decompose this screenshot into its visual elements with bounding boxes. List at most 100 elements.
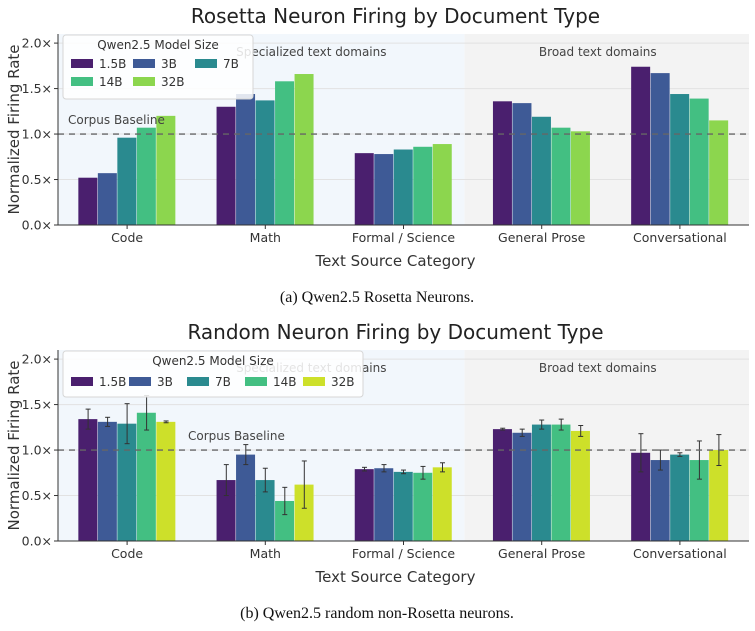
legend-box xyxy=(62,34,254,100)
legend-label-1.5B: 1.5B xyxy=(99,57,126,71)
y-tick-label: 1.0× xyxy=(22,443,52,458)
y-tick-label: 1.5× xyxy=(22,81,52,96)
legend-swatch-7B xyxy=(195,59,217,68)
bar-32B-2 xyxy=(432,144,452,225)
panel-caption: (b) Qwen2.5 random non-Rosetta neurons. xyxy=(240,605,514,622)
bar-7B-3 xyxy=(531,116,551,225)
legend-label-7B: 7B xyxy=(223,57,239,71)
bar-32B-0 xyxy=(156,115,176,225)
bar-1.5B-4 xyxy=(631,452,651,541)
x-tick-label: Conversational xyxy=(633,546,727,561)
bar-7B-4 xyxy=(670,94,690,226)
bar-32B-1 xyxy=(294,74,314,226)
bar-3B-1 xyxy=(236,94,256,226)
bar-3B-0 xyxy=(97,173,117,225)
bar-32B-3 xyxy=(570,131,590,225)
chart-a-rosetta: Specialized text domains Broad text domai… xyxy=(5,4,749,306)
legend-label-32B: 32B xyxy=(161,75,185,89)
legend-label-7B: 7B xyxy=(215,375,231,389)
bar-3B-4 xyxy=(650,73,670,225)
bar-7B-1 xyxy=(255,480,275,541)
bar-1.5B-1 xyxy=(216,106,236,225)
y-tick-label: 0.5× xyxy=(22,172,52,187)
region-label-broad: Broad text domains xyxy=(539,45,657,59)
legend-swatch-14B xyxy=(245,377,267,386)
legend-swatch-32B xyxy=(303,377,325,386)
legend-label-1.5B: 1.5B xyxy=(99,375,126,389)
bar-3B-0 xyxy=(97,421,117,541)
x-tick-label: Code xyxy=(111,546,143,561)
y-tick-label: 1.0× xyxy=(22,127,52,142)
legend-swatch-3B xyxy=(129,377,151,386)
baseline-label: Corpus Baseline xyxy=(188,429,285,443)
bar-7B-0 xyxy=(117,423,137,541)
bar-14B-0 xyxy=(136,412,156,541)
bar-1.5B-3 xyxy=(492,429,512,541)
bar-14B-4 xyxy=(689,460,709,541)
legend-title: Qwen2.5 Model Size xyxy=(97,38,219,52)
legend-label-3B: 3B xyxy=(161,57,177,71)
x-tick-label: General Prose xyxy=(498,230,586,245)
bar-1.5B-1 xyxy=(216,480,236,541)
bar-3B-2 xyxy=(374,154,394,225)
x-tick-label: Conversational xyxy=(633,230,727,245)
bar-7B-3 xyxy=(531,424,551,541)
bar-14B-1 xyxy=(275,500,295,541)
bar-1.5B-0 xyxy=(78,177,98,225)
bar-14B-4 xyxy=(689,98,709,225)
bar-32B-4 xyxy=(709,450,729,541)
bar-7B-4 xyxy=(670,454,690,541)
legend-title: Qwen2.5 Model Size xyxy=(152,354,274,368)
x-tick-label: Math xyxy=(250,546,281,561)
y-axis-label: Normalized Firing Rate xyxy=(5,44,23,214)
chart-title: Rosetta Neuron Firing by Document Type xyxy=(191,4,600,28)
x-tick-label: Formal / Science xyxy=(352,230,456,245)
bar-1.5B-4 xyxy=(631,66,651,225)
bar-7B-2 xyxy=(393,149,413,225)
bar-14B-2 xyxy=(413,146,433,225)
bar-32B-4 xyxy=(709,120,729,225)
y-axis-label: Normalized Firing Rate xyxy=(5,360,23,530)
bar-3B-1 xyxy=(236,454,256,541)
legend-swatch-14B xyxy=(71,77,93,86)
x-tick-label: Math xyxy=(250,230,281,245)
bar-1.5B-2 xyxy=(354,469,374,541)
legend-label-14B: 14B xyxy=(273,375,297,389)
baseline-label: Corpus Baseline xyxy=(68,113,165,127)
x-axis-label: Text Source Category xyxy=(315,252,476,270)
legend-swatch-1.5B xyxy=(71,377,93,386)
x-tick-label: General Prose xyxy=(498,546,586,561)
bar-3B-4 xyxy=(650,460,670,541)
bar-3B-3 xyxy=(512,432,532,541)
x-axis-label: Text Source Category xyxy=(315,568,476,586)
region-label-broad: Broad text domains xyxy=(539,361,657,375)
bar-14B-2 xyxy=(413,472,433,541)
bar-7B-0 xyxy=(117,137,137,225)
y-tick-label: 0.0× xyxy=(22,534,52,549)
legend-label-32B: 32B xyxy=(331,375,355,389)
region-label-specialized: Specialized text domains xyxy=(236,45,386,59)
bar-14B-3 xyxy=(551,424,571,541)
bar-32B-1 xyxy=(294,484,314,541)
legend-label-3B: 3B xyxy=(157,375,173,389)
legend-swatch-1.5B xyxy=(71,59,93,68)
y-tick-label: 2.0× xyxy=(22,36,52,51)
chart-title: Random Neuron Firing by Document Type xyxy=(187,320,603,344)
legend-swatch-7B xyxy=(187,377,209,386)
x-tick-label: Formal / Science xyxy=(352,546,456,561)
bar-1.5B-3 xyxy=(492,101,512,225)
bar-14B-0 xyxy=(136,127,156,225)
bar-32B-3 xyxy=(570,430,590,541)
bar-14B-1 xyxy=(275,81,295,226)
bar-1.5B-2 xyxy=(354,153,374,225)
panel-caption: (a) Qwen2.5 Rosetta Neurons. xyxy=(280,289,474,306)
y-tick-label: 0.5× xyxy=(22,488,52,503)
bar-3B-2 xyxy=(374,468,394,541)
bar-3B-3 xyxy=(512,103,532,225)
legend-swatch-32B xyxy=(133,77,155,86)
x-tick-label: Code xyxy=(111,230,143,245)
y-tick-label: 1.5× xyxy=(22,397,52,412)
bar-14B-3 xyxy=(551,127,571,225)
y-tick-label: 0.0× xyxy=(22,218,52,233)
